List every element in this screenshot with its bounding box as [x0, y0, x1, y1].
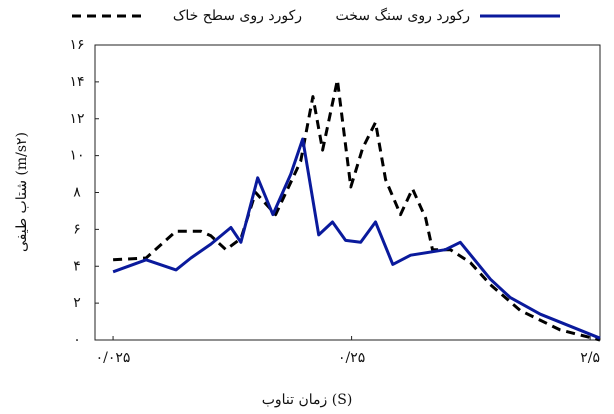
y-tick-label: ۱۶	[69, 37, 84, 53]
y-tick-label: ۲	[73, 295, 81, 311]
x-tick-label: ۰/۰۲۵	[96, 350, 131, 366]
series-line	[113, 78, 601, 342]
legend-label-1: رکورد روی سنگ سخت	[336, 7, 470, 24]
x-axis-label: زمان تناوب (S)	[262, 392, 353, 408]
x-tick-label: ۰/۲۵	[338, 350, 365, 366]
legend-label-0: رکورد روی سطح خاک	[173, 8, 302, 24]
y-tick-label: ۱۴	[69, 74, 84, 90]
y-tick-label: ۱۰	[69, 148, 84, 164]
series-line	[112, 137, 601, 340]
plot-frame	[94, 44, 601, 341]
y-tick-label: ۶	[73, 221, 81, 237]
y-tick-label: ۸	[73, 185, 81, 201]
y-tick-label: ۱۲	[69, 111, 84, 127]
y-tick-label: ۴	[73, 258, 81, 274]
x-tick-label: ۲/۵	[580, 350, 600, 366]
y-tick-label: ۰	[73, 332, 81, 348]
y-axis-label: شتاب طیفی (m/s۲)	[14, 132, 30, 252]
